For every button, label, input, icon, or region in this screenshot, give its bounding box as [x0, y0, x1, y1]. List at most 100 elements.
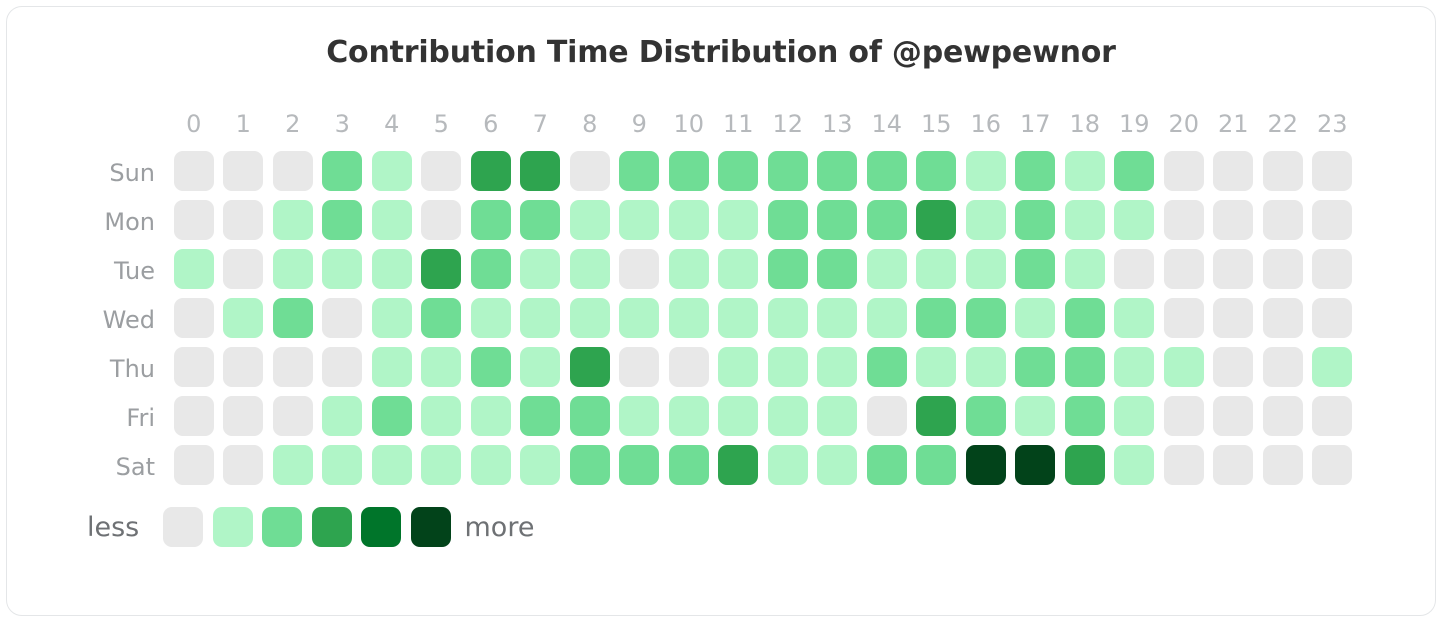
- heatmap-cell-tue-21[interactable]: [1209, 246, 1259, 295]
- heatmap-cell-wed-1[interactable]: [219, 295, 269, 344]
- heatmap-cell-mon-21[interactable]: [1209, 197, 1259, 246]
- heatmap-cell-fri-1[interactable]: [219, 393, 269, 442]
- heatmap-cell-tue-11[interactable]: [714, 246, 764, 295]
- heatmap-cell-mon-17[interactable]: [1011, 197, 1061, 246]
- heatmap-cell-thu-12[interactable]: [763, 344, 813, 393]
- heatmap-cell-wed-0[interactable]: [169, 295, 219, 344]
- heatmap-cell-thu-1[interactable]: [219, 344, 269, 393]
- heatmap-cell-wed-4[interactable]: [367, 295, 417, 344]
- heatmap-cell-thu-6[interactable]: [466, 344, 516, 393]
- heatmap-cell-tue-15[interactable]: [912, 246, 962, 295]
- heatmap-cell-fri-6[interactable]: [466, 393, 516, 442]
- heatmap-cell-tue-2[interactable]: [268, 246, 318, 295]
- heatmap-cell-thu-14[interactable]: [862, 344, 912, 393]
- heatmap-cell-mon-12[interactable]: [763, 197, 813, 246]
- heatmap-cell-fri-0[interactable]: [169, 393, 219, 442]
- heatmap-cell-fri-13[interactable]: [813, 393, 863, 442]
- heatmap-cell-sun-22[interactable]: [1258, 148, 1308, 197]
- heatmap-cell-thu-11[interactable]: [714, 344, 764, 393]
- heatmap-cell-tue-0[interactable]: [169, 246, 219, 295]
- heatmap-cell-tue-5[interactable]: [417, 246, 467, 295]
- heatmap-cell-fri-18[interactable]: [1060, 393, 1110, 442]
- heatmap-cell-thu-7[interactable]: [516, 344, 566, 393]
- heatmap-cell-wed-8[interactable]: [565, 295, 615, 344]
- heatmap-cell-tue-20[interactable]: [1159, 246, 1209, 295]
- heatmap-cell-mon-10[interactable]: [664, 197, 714, 246]
- heatmap-cell-thu-18[interactable]: [1060, 344, 1110, 393]
- heatmap-cell-sat-22[interactable]: [1258, 442, 1308, 491]
- heatmap-cell-wed-19[interactable]: [1110, 295, 1160, 344]
- heatmap-cell-thu-22[interactable]: [1258, 344, 1308, 393]
- heatmap-cell-sun-11[interactable]: [714, 148, 764, 197]
- heatmap-cell-mon-8[interactable]: [565, 197, 615, 246]
- heatmap-cell-sun-7[interactable]: [516, 148, 566, 197]
- heatmap-cell-mon-1[interactable]: [219, 197, 269, 246]
- heatmap-cell-tue-8[interactable]: [565, 246, 615, 295]
- heatmap-cell-sat-20[interactable]: [1159, 442, 1209, 491]
- heatmap-cell-tue-4[interactable]: [367, 246, 417, 295]
- heatmap-cell-mon-5[interactable]: [417, 197, 467, 246]
- heatmap-cell-thu-3[interactable]: [318, 344, 368, 393]
- heatmap-cell-tue-1[interactable]: [219, 246, 269, 295]
- heatmap-cell-tue-23[interactable]: [1308, 246, 1358, 295]
- heatmap-cell-sun-1[interactable]: [219, 148, 269, 197]
- heatmap-cell-sun-2[interactable]: [268, 148, 318, 197]
- heatmap-cell-thu-8[interactable]: [565, 344, 615, 393]
- heatmap-cell-wed-9[interactable]: [615, 295, 665, 344]
- heatmap-cell-sat-0[interactable]: [169, 442, 219, 491]
- heatmap-cell-tue-3[interactable]: [318, 246, 368, 295]
- heatmap-cell-mon-9[interactable]: [615, 197, 665, 246]
- heatmap-cell-sat-23[interactable]: [1308, 442, 1358, 491]
- heatmap-cell-sat-8[interactable]: [565, 442, 615, 491]
- heatmap-cell-mon-22[interactable]: [1258, 197, 1308, 246]
- heatmap-cell-mon-18[interactable]: [1060, 197, 1110, 246]
- heatmap-cell-sun-19[interactable]: [1110, 148, 1160, 197]
- heatmap-cell-sat-17[interactable]: [1011, 442, 1061, 491]
- heatmap-cell-fri-22[interactable]: [1258, 393, 1308, 442]
- heatmap-cell-wed-17[interactable]: [1011, 295, 1061, 344]
- heatmap-cell-mon-15[interactable]: [912, 197, 962, 246]
- heatmap-cell-fri-23[interactable]: [1308, 393, 1358, 442]
- heatmap-cell-wed-22[interactable]: [1258, 295, 1308, 344]
- heatmap-cell-wed-3[interactable]: [318, 295, 368, 344]
- heatmap-cell-wed-21[interactable]: [1209, 295, 1259, 344]
- heatmap-cell-thu-23[interactable]: [1308, 344, 1358, 393]
- heatmap-cell-mon-19[interactable]: [1110, 197, 1160, 246]
- heatmap-cell-sun-4[interactable]: [367, 148, 417, 197]
- heatmap-cell-wed-10[interactable]: [664, 295, 714, 344]
- heatmap-cell-fri-11[interactable]: [714, 393, 764, 442]
- heatmap-cell-tue-7[interactable]: [516, 246, 566, 295]
- heatmap-cell-mon-0[interactable]: [169, 197, 219, 246]
- heatmap-cell-sun-23[interactable]: [1308, 148, 1358, 197]
- heatmap-cell-fri-17[interactable]: [1011, 393, 1061, 442]
- heatmap-cell-sat-19[interactable]: [1110, 442, 1160, 491]
- heatmap-cell-sun-18[interactable]: [1060, 148, 1110, 197]
- heatmap-cell-sun-16[interactable]: [961, 148, 1011, 197]
- heatmap-cell-fri-19[interactable]: [1110, 393, 1160, 442]
- heatmap-cell-sat-6[interactable]: [466, 442, 516, 491]
- heatmap-cell-mon-3[interactable]: [318, 197, 368, 246]
- heatmap-cell-sun-8[interactable]: [565, 148, 615, 197]
- heatmap-cell-tue-10[interactable]: [664, 246, 714, 295]
- heatmap-cell-tue-6[interactable]: [466, 246, 516, 295]
- heatmap-cell-wed-12[interactable]: [763, 295, 813, 344]
- heatmap-cell-sat-15[interactable]: [912, 442, 962, 491]
- heatmap-cell-mon-20[interactable]: [1159, 197, 1209, 246]
- heatmap-cell-sat-21[interactable]: [1209, 442, 1259, 491]
- heatmap-cell-thu-9[interactable]: [615, 344, 665, 393]
- heatmap-cell-thu-13[interactable]: [813, 344, 863, 393]
- heatmap-cell-tue-12[interactable]: [763, 246, 813, 295]
- heatmap-cell-tue-14[interactable]: [862, 246, 912, 295]
- heatmap-cell-mon-11[interactable]: [714, 197, 764, 246]
- heatmap-cell-fri-3[interactable]: [318, 393, 368, 442]
- heatmap-cell-wed-16[interactable]: [961, 295, 1011, 344]
- heatmap-cell-sun-12[interactable]: [763, 148, 813, 197]
- heatmap-cell-fri-5[interactable]: [417, 393, 467, 442]
- heatmap-cell-mon-7[interactable]: [516, 197, 566, 246]
- heatmap-cell-wed-13[interactable]: [813, 295, 863, 344]
- heatmap-cell-wed-2[interactable]: [268, 295, 318, 344]
- heatmap-cell-sat-13[interactable]: [813, 442, 863, 491]
- heatmap-cell-fri-8[interactable]: [565, 393, 615, 442]
- heatmap-cell-fri-21[interactable]: [1209, 393, 1259, 442]
- heatmap-cell-mon-2[interactable]: [268, 197, 318, 246]
